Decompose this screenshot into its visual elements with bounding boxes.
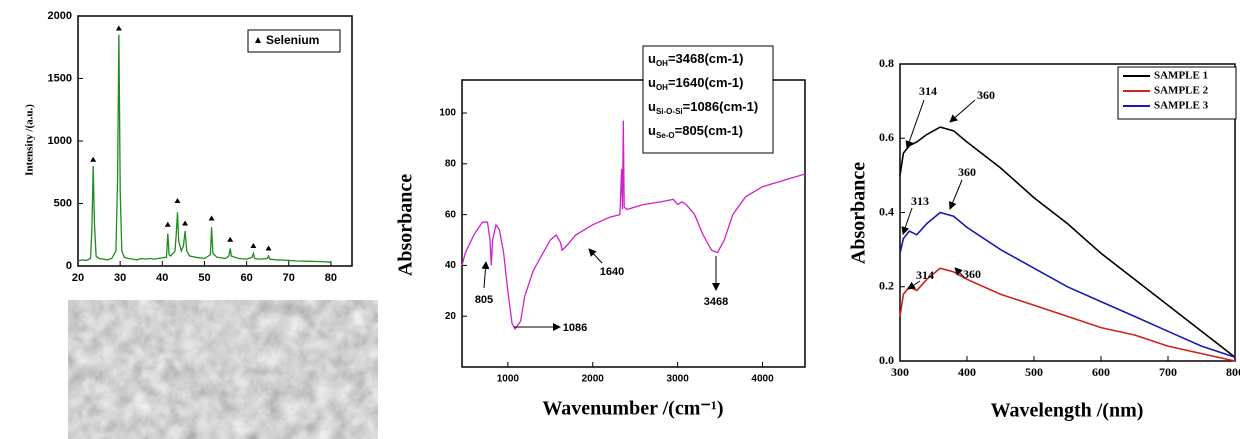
data-line [77, 34, 331, 263]
sem-image [68, 300, 378, 439]
annotation: 360 [977, 88, 995, 102]
annotation: 3468 [704, 296, 728, 308]
annotation-arrow [907, 280, 921, 290]
y-tick-label: 1000 [48, 135, 72, 147]
y-tick-label: 0.4 [879, 204, 894, 218]
legend-symbol: u [648, 75, 656, 90]
peak-marker [90, 156, 97, 162]
x-tick-label: 300 [891, 365, 909, 379]
x-axis-label: Wavenumber /(cm⁻¹) [542, 398, 723, 420]
legend-text: =805(cm-1) [675, 123, 743, 138]
legend-label: SAMPLE 1 [1154, 70, 1208, 82]
legend-subscript: OH [656, 59, 668, 68]
x-tick-label: 30 [114, 272, 126, 284]
y-tick-label: 20 [445, 311, 457, 322]
x-tick-label: 20 [72, 272, 84, 284]
annotation: 360 [958, 165, 976, 179]
x-tick-label: 600 [1092, 365, 1110, 379]
annotation: 360 [963, 267, 981, 281]
x-tick-label: 70 [283, 272, 295, 284]
x-tick-label: 80 [325, 272, 337, 284]
legend-label: Selenium [266, 33, 319, 47]
annotation-arrow [901, 207, 913, 235]
data-line [899, 211, 1236, 359]
x-tick-label: 4000 [751, 374, 774, 385]
legend-label: SAMPLE 2 [1154, 85, 1209, 97]
y-tick-label: 80 [445, 158, 457, 169]
x-tick-label: 60 [240, 272, 252, 284]
plot-frame [461, 79, 806, 368]
legend-box [247, 29, 341, 53]
legend-symbol: u [648, 99, 656, 114]
legend-symbol: u [648, 123, 656, 138]
annotation: 805 [475, 294, 493, 306]
peak-marker [265, 245, 272, 251]
legend-label: SAMPLE 3 [1154, 100, 1209, 112]
y-axis-label: Intensity /(a.u.) [24, 104, 36, 176]
y-tick-label: 60 [445, 209, 457, 220]
y-tick-label: 0.8 [879, 56, 894, 70]
data-line [461, 120, 806, 331]
y-axis-label: Absorbance [395, 174, 417, 276]
annotation-arrow [905, 99, 925, 149]
peak-marker [174, 198, 181, 203]
y-tick-label: 40 [445, 260, 457, 271]
peak-marker [208, 215, 215, 221]
x-tick-label: 40 [156, 272, 168, 284]
legend-subscript: Se-O [656, 131, 675, 140]
peak-marker [115, 25, 122, 31]
legend-entry: uSi-O-Si=1086(cm-1) [648, 99, 758, 116]
y-tick-label: 500 [54, 197, 72, 209]
y-tick-label: 0.0 [879, 353, 894, 367]
annotation-arrow [948, 179, 963, 210]
legend-entry: uOH=3468(cm-1) [648, 51, 743, 68]
x-tick-label: 2000 [582, 374, 605, 385]
x-tick-label: 3000 [667, 374, 690, 385]
annotation-arrow [481, 261, 490, 289]
legend-symbol: u [648, 51, 656, 66]
legend-text: =1086(cm-1) [683, 99, 759, 114]
legend-subscript: OH [656, 83, 668, 92]
legend-box [642, 45, 774, 154]
legend-entry: uOH=1640(cm-1) [648, 75, 743, 92]
x-tick-label: 700 [1159, 365, 1177, 379]
y-tick-label: 1500 [48, 72, 72, 84]
legend-subscript: Si-O-Si [656, 107, 683, 116]
annotation-arrow [954, 267, 966, 279]
annotation-arrow [588, 248, 603, 264]
legend-text: =3468(cm-1) [668, 51, 744, 66]
y-axis-label: Absorbance [848, 162, 870, 264]
legend-text: =1640(cm-1) [668, 75, 744, 90]
annotation: 313 [911, 194, 929, 208]
x-axis-label: Wavelength /(nm) [991, 400, 1144, 422]
data-line [899, 126, 1236, 358]
peak-marker [164, 221, 171, 227]
data-line [899, 267, 1236, 362]
y-tick-label: 0.6 [879, 130, 894, 144]
peak-marker [182, 220, 189, 226]
y-tick-label: 2000 [48, 10, 72, 22]
peak-marker [227, 236, 234, 242]
y-tick-label: 0.2 [879, 279, 894, 293]
legend-marker [255, 37, 261, 43]
annotation: 1640 [600, 266, 624, 278]
legend-entry: uSe-O=805(cm-1) [648, 123, 743, 140]
x-tick-label: 800 [1226, 365, 1240, 379]
annotation: 314 [916, 268, 934, 282]
annotation: 314 [919, 84, 937, 98]
x-tick-label: 1000 [497, 374, 520, 385]
peak-marker [250, 243, 257, 248]
annotation-arrow [949, 99, 976, 123]
annotation: 1086 [563, 322, 587, 334]
x-tick-label: 50 [198, 272, 210, 284]
x-tick-label: 400 [958, 365, 976, 379]
y-tick-label: 100 [439, 108, 456, 119]
y-tick-label: 0 [66, 260, 72, 272]
x-tick-label: 500 [1025, 365, 1043, 379]
